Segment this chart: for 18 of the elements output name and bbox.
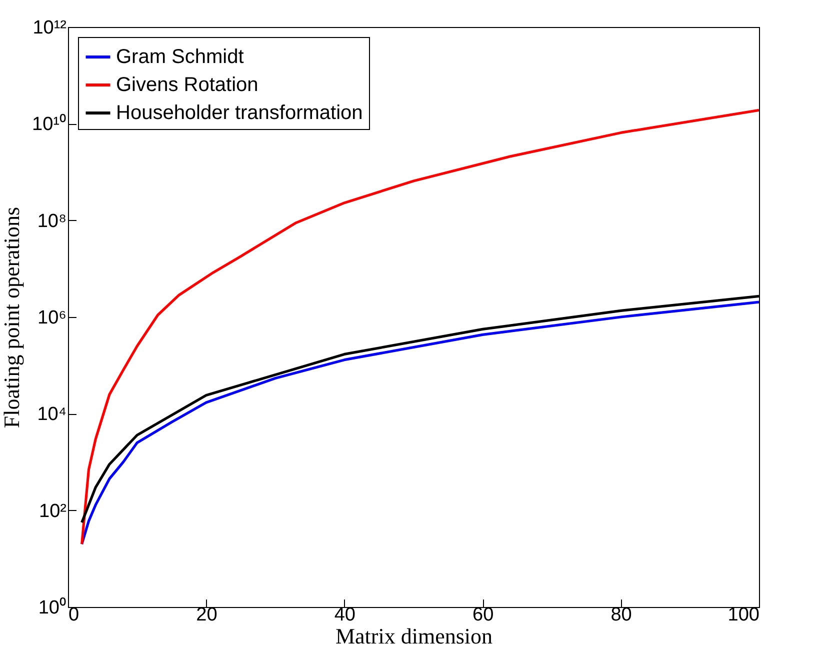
x-axis-title: Matrix dimension — [335, 624, 493, 648]
y-tick-label: 10¹² — [32, 18, 66, 38]
x-tick-label: 80 — [610, 604, 632, 626]
legend-label: Givens Rotation — [116, 74, 258, 96]
y-tick-label: 10⁶ — [38, 308, 66, 328]
x-tick-label: 20 — [196, 604, 218, 626]
y-tick-label: 10⁰ — [38, 596, 66, 618]
y-tick-label: 10⁴ — [37, 404, 66, 426]
y-axis-title: Floating point operations — [0, 206, 24, 428]
legend-label: Householder transformation — [116, 102, 363, 124]
y-tick-label: 10¹⁰ — [32, 113, 66, 136]
x-tick-label: 100 — [728, 604, 760, 626]
y-tick-label: 10⁸ — [37, 210, 66, 232]
x-tick-label: 60 — [472, 604, 494, 626]
x-tick-label: 40 — [334, 604, 356, 626]
x-tick-label: 0 — [68, 604, 80, 626]
y-tick-label: 10² — [39, 500, 66, 522]
legend-label: Gram Schmidt — [116, 46, 244, 68]
